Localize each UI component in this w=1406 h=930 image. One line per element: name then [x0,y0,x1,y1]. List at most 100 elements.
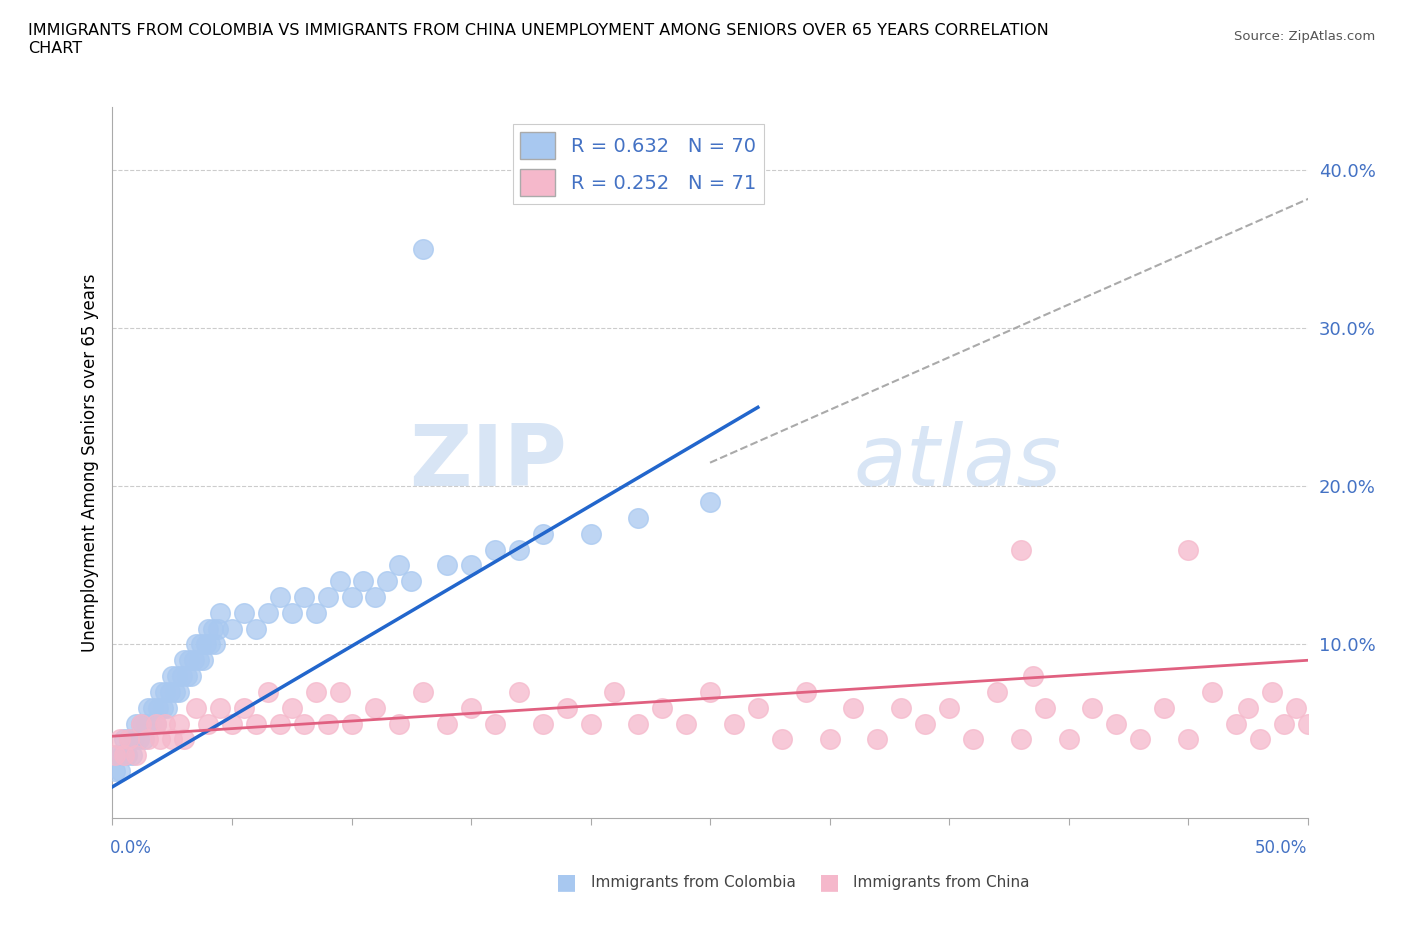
Text: Immigrants from China: Immigrants from China [853,875,1031,890]
Point [118,732,141,747]
Point [138,700,160,715]
Point [377,574,399,589]
Point [281,605,304,620]
Point [340,590,363,604]
Point [842,700,865,715]
Point [1201,684,1223,699]
Point [651,700,673,715]
Point [149,684,172,699]
Point [794,684,817,699]
Point [329,574,352,589]
Point [938,700,960,715]
Point [193,653,215,668]
Point [627,716,650,731]
Point [180,669,202,684]
Point [1033,700,1056,715]
Point [1153,700,1175,715]
Point [412,242,434,257]
Point [460,700,482,715]
Point [169,716,191,731]
Point [1105,716,1128,731]
Point [579,526,602,541]
Point [699,495,721,510]
Point [186,700,208,715]
Point [152,700,174,715]
Point [108,732,131,747]
Point [257,605,280,620]
Point [197,716,219,731]
Point [388,716,411,731]
Point [555,700,578,715]
Point [173,732,195,747]
Point [125,748,148,763]
Point [108,764,131,778]
Point [114,748,135,763]
Point [305,684,328,699]
Point [962,732,984,747]
Point [269,590,291,604]
Point [329,684,352,699]
Point [1225,716,1247,731]
Point [197,621,219,636]
Point [531,526,554,541]
Point [292,716,315,731]
Point [531,716,554,731]
Text: ZIP: ZIP [409,421,567,504]
Point [166,669,188,684]
Text: atlas: atlas [853,421,1062,504]
Point [139,716,162,731]
Point [675,716,697,731]
Point [105,748,128,763]
Point [1129,732,1152,747]
Point [579,716,602,731]
Point [187,653,209,668]
Point [1272,716,1295,731]
Point [176,669,198,684]
Point [128,732,150,747]
Point [364,590,387,604]
Point [221,621,243,636]
Point [460,558,482,573]
Point [436,558,458,573]
Point [388,558,411,573]
Point [699,684,721,699]
Point [1296,716,1319,731]
Point [986,684,1008,699]
Point [149,732,172,747]
Point [1285,700,1308,715]
Point [209,605,232,620]
Point [200,637,222,652]
Point [138,732,160,747]
Point [177,653,200,668]
Point [129,716,152,731]
Point [1249,732,1271,747]
Point [866,732,889,747]
Point [115,748,138,763]
Point [1022,669,1045,684]
Point [132,732,155,747]
Point [257,684,280,699]
Point [484,542,506,557]
Point [747,700,769,715]
Text: ■: ■ [820,872,839,893]
Point [818,732,841,747]
Text: Immigrants from Colombia: Immigrants from Colombia [591,875,796,890]
Point [316,590,339,604]
Point [163,684,186,699]
Point [281,700,304,715]
Point [201,621,224,636]
Point [207,621,229,636]
Text: ■: ■ [557,872,576,893]
Point [1177,732,1199,747]
Point [142,700,165,715]
Point [352,574,374,589]
Point [114,732,135,747]
Point [111,748,134,763]
Text: 50.0%: 50.0% [1256,839,1308,857]
Point [316,716,339,731]
Point [436,716,458,731]
Point [194,637,217,652]
Point [508,542,530,557]
Text: Source: ZipAtlas.com: Source: ZipAtlas.com [1234,30,1375,43]
Point [153,684,176,699]
